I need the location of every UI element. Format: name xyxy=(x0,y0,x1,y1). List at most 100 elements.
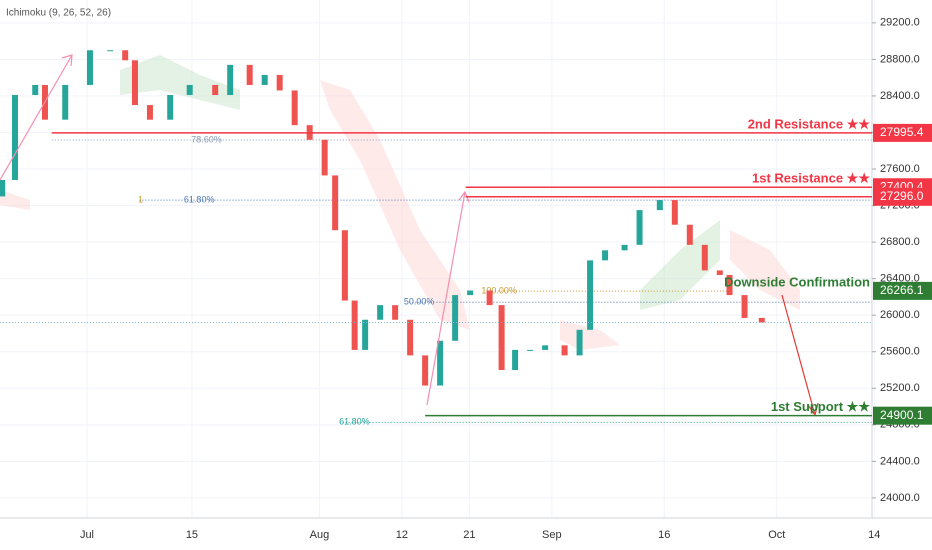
candle-body xyxy=(656,200,663,211)
candle-body xyxy=(758,317,765,323)
candle-body xyxy=(62,84,69,120)
candle-body xyxy=(437,340,444,386)
candle-body xyxy=(527,349,534,351)
levels: 2nd Resistance ★★ 27995.4 1st Resistance ★… xyxy=(51,116,932,425)
level-label: 1st Support ★★ xyxy=(771,399,870,414)
candle-body xyxy=(246,64,253,85)
y-tick-label: 24400.0 xyxy=(880,455,920,467)
candle-body xyxy=(362,319,369,350)
candle-body xyxy=(716,270,723,275)
x-tick-label: Aug xyxy=(310,529,330,541)
candle-body xyxy=(512,349,519,370)
x-tick-label: 14 xyxy=(868,529,880,541)
cloud xyxy=(0,190,30,210)
x-tick-label: Sep xyxy=(542,529,562,541)
x-tick-label: Jul xyxy=(80,529,94,541)
cloud xyxy=(120,55,240,110)
candle-body xyxy=(636,210,643,245)
fib-prefix: 1 xyxy=(138,194,143,204)
candle-body xyxy=(146,105,153,120)
y-tick-label: 26800.0 xyxy=(880,236,920,248)
arrow xyxy=(426,190,470,406)
price-box xyxy=(873,187,932,206)
candle-body xyxy=(587,260,594,330)
candle-body xyxy=(261,74,268,85)
candle-body xyxy=(86,50,93,85)
price-box-label: 27296.0 xyxy=(880,189,924,203)
candle-body xyxy=(32,84,39,96)
candle-body xyxy=(131,60,138,106)
candle-body xyxy=(377,305,384,320)
fib-label: 78.60% xyxy=(191,134,222,144)
candle-body xyxy=(291,90,298,126)
candle-body xyxy=(392,305,399,320)
price-box xyxy=(873,281,932,300)
candle-body xyxy=(351,300,358,350)
candle-body xyxy=(542,345,549,350)
y-tick-label: 25200.0 xyxy=(880,382,920,394)
y-tick-label: 26400.0 xyxy=(880,273,920,285)
candle-body xyxy=(11,95,18,180)
candle-body xyxy=(686,224,693,245)
ichimoku-cloud xyxy=(0,55,800,350)
indicator-title: Ichimoku (9, 26, 52, 26) xyxy=(6,8,111,19)
candle-body xyxy=(422,355,429,386)
cloud xyxy=(560,320,620,350)
fib-label: 50.00% xyxy=(404,297,435,307)
x-tick-label: 15 xyxy=(186,529,198,541)
candle-body xyxy=(0,179,6,197)
candle-body xyxy=(621,244,628,251)
fib-label: 61.80% xyxy=(339,417,370,427)
y-tick-label: 28800.0 xyxy=(880,53,920,65)
price-box xyxy=(873,406,932,425)
x-tick-label: Oct xyxy=(768,529,785,541)
y-tick-label: 25600.0 xyxy=(880,346,920,358)
cloud xyxy=(320,80,470,330)
level-label: 1st Resistance ★★ xyxy=(752,171,870,186)
candle-body xyxy=(576,329,583,356)
candle-body xyxy=(186,84,193,96)
candle-body xyxy=(486,290,493,306)
candle-body xyxy=(452,295,459,341)
plot: 78.60% 61.80% 1 50.00% 100.00% 61.80% xyxy=(0,50,872,427)
x-tick-label: 12 xyxy=(396,529,408,541)
candle-body xyxy=(332,175,339,231)
cloud xyxy=(640,220,720,310)
y-tick-label: 26000.0 xyxy=(880,309,920,321)
candle-body xyxy=(107,50,114,52)
candle-body xyxy=(212,84,219,96)
candle-body xyxy=(167,95,174,120)
level-label: Downside Confirmation xyxy=(724,274,870,289)
candle-body xyxy=(671,200,678,225)
candle-body xyxy=(122,50,129,61)
candle-body xyxy=(602,250,609,261)
candle-body xyxy=(561,345,568,356)
y-tick-label: 28400.0 xyxy=(880,90,920,102)
level-label: 2nd Resistance ★★ xyxy=(748,116,871,131)
price-box-label: 26266.1 xyxy=(880,283,924,297)
candle-body xyxy=(701,244,708,271)
price-box-label: 24900.1 xyxy=(880,408,924,422)
y-tick-label: 24000.0 xyxy=(880,492,920,504)
candle-body xyxy=(276,74,283,91)
candle-body xyxy=(407,319,414,356)
fib-label: 100.00% xyxy=(481,286,517,296)
candle-body xyxy=(321,139,328,176)
price-box-label: 27995.4 xyxy=(880,125,924,139)
x-tick-label: 16 xyxy=(658,529,670,541)
price-box xyxy=(873,123,932,142)
x-tick-label: 21 xyxy=(463,529,475,541)
candle-body xyxy=(726,274,733,296)
arrow xyxy=(0,54,73,181)
y-tick-label: 27600.0 xyxy=(880,163,920,175)
fib-label: 61.80% xyxy=(184,194,215,204)
arrows xyxy=(0,54,819,417)
candle-body xyxy=(341,230,348,301)
candle-body xyxy=(498,305,505,370)
y-tick-label: 29200.0 xyxy=(880,17,920,29)
candle-body xyxy=(467,290,474,296)
candle-body xyxy=(227,64,234,96)
candle-body xyxy=(741,295,748,318)
